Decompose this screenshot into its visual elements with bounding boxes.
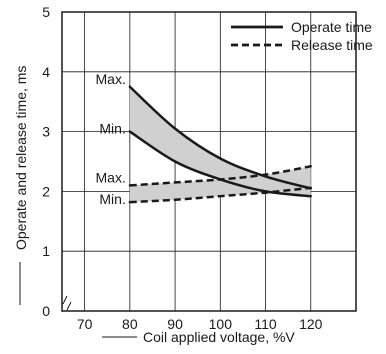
operate-min-curve-point (128, 130, 132, 133)
y-axis-title: Operate and release time, ms (13, 66, 29, 250)
axis-break-stroke (62, 295, 72, 311)
y-tick-label: 0 (42, 303, 50, 319)
operate-max-label: Max. (96, 71, 126, 87)
release-min-curve-point (219, 194, 222, 198)
release-max-curve-point (173, 181, 177, 184)
y-tick-label: 1 (42, 243, 50, 259)
legend-label: Operate time (291, 19, 372, 35)
operate-min-curve-point (173, 160, 177, 163)
release-min-curve-point (173, 198, 177, 201)
x-tick-label: 70 (77, 316, 93, 332)
y-tick-label: 2 (42, 183, 50, 199)
y-tick-label: 4 (42, 64, 50, 80)
x-axis-break-mark (62, 295, 72, 311)
y-tick-label: 3 (42, 124, 50, 140)
x-tick-label: 80 (122, 316, 138, 332)
legend-label: Release time (291, 37, 373, 53)
release-max-curve-point (128, 184, 132, 187)
release-max-curve-point (219, 178, 222, 181)
release-min-curve-point (264, 191, 267, 194)
release-min-curve-point (128, 200, 132, 204)
operate-max-curve-point (128, 85, 132, 88)
release-max-curve-point (309, 165, 312, 168)
plot-frame (61, 11, 357, 312)
x-tick-label: 100 (209, 316, 233, 332)
operate-max-curve-point (219, 157, 222, 160)
release-max-curve-point (264, 173, 267, 176)
x-axis-title: Coil applied voltage, %V (143, 329, 295, 345)
operate-max-curve-point (173, 127, 177, 130)
x-tick-label: 90 (167, 316, 183, 332)
x-tick-label: 120 (299, 316, 323, 332)
operate-min-curve-point (309, 194, 312, 198)
release-min-curve-point (309, 186, 312, 190)
x-tick-label: 110 (254, 316, 277, 332)
release-min-label: Min. (99, 191, 125, 207)
operate-min-label: Min. (99, 121, 125, 137)
release-max-label: Max. (96, 169, 126, 185)
y-tick-label: 5 (42, 4, 50, 20)
